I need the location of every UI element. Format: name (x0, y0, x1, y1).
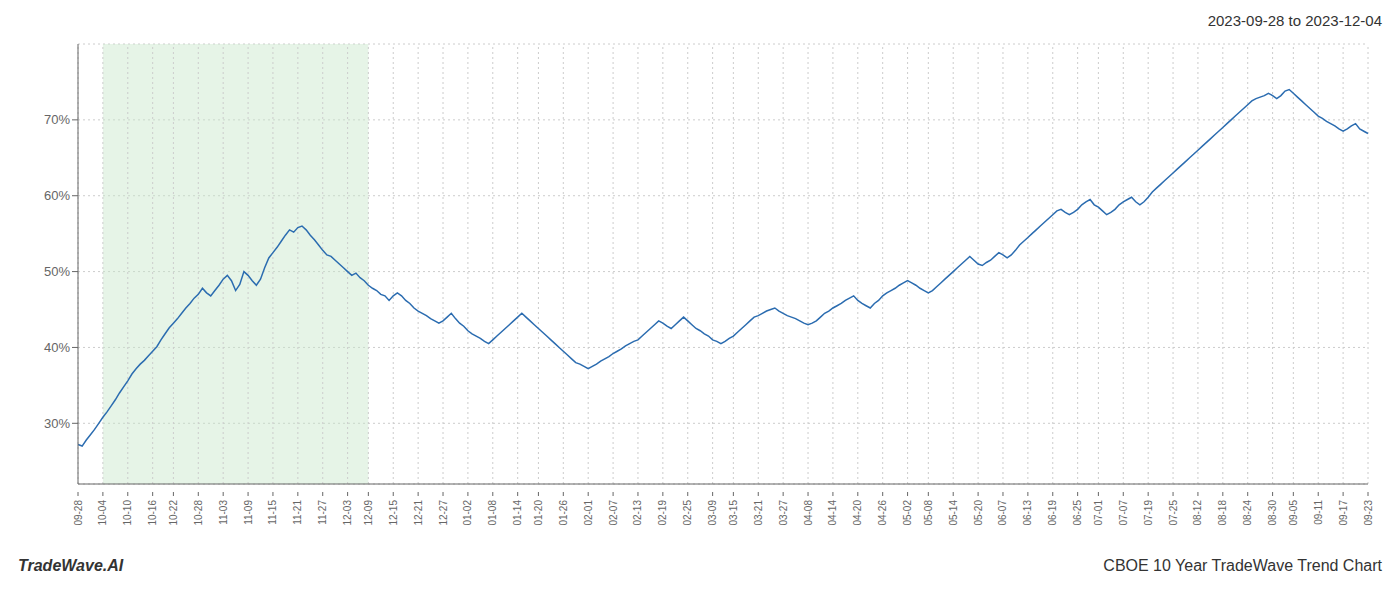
svg-text:70%: 70% (44, 112, 70, 127)
html-text:CBOE 10 Year TradeWave Trend C: CBOE 10 Year TradeWave Trend Chart (1103, 557, 1382, 574)
svg-text:01-08: 01-08 (487, 500, 498, 526)
svg-text:12-27: 12-27 (438, 500, 449, 526)
svg-text:08-24: 08-24 (1242, 500, 1253, 526)
svg-text:12-21: 12-21 (413, 500, 424, 526)
html-text:2023-09-28 to 2023-12-04: 2023-09-28 to 2023-12-04 (1207, 12, 1382, 29)
html-text:TradeWave.AI: TradeWave.AI (18, 557, 124, 574)
svg-text:05-14: 05-14 (948, 500, 959, 526)
svg-text:12-09: 12-09 (363, 500, 374, 526)
svg-text:03-21: 03-21 (753, 500, 764, 526)
svg-text:05-02: 05-02 (902, 500, 913, 526)
svg-text:05-20: 05-20 (973, 500, 984, 526)
svg-text:08-12: 08-12 (1192, 500, 1203, 526)
svg-text:06-13: 06-13 (1022, 500, 1033, 526)
svg-text:11-21: 11-21 (292, 500, 303, 525)
svg-text:07-01: 07-01 (1093, 500, 1104, 526)
svg-text:11-27: 11-27 (317, 500, 328, 525)
svg-text:03-15: 03-15 (728, 500, 739, 526)
svg-text:04-26: 04-26 (877, 500, 888, 526)
svg-text:09-11: 09-11 (1313, 500, 1324, 525)
svg-text:10-28: 10-28 (193, 500, 204, 526)
svg-text:06-19: 06-19 (1047, 500, 1058, 526)
svg-text:09-23: 09-23 (1363, 500, 1374, 526)
svg-text:07-07: 07-07 (1118, 500, 1129, 526)
svg-text:60%: 60% (44, 188, 70, 203)
svg-text:30%: 30% (44, 416, 70, 431)
svg-text:01-26: 01-26 (558, 500, 569, 526)
svg-text:03-27: 03-27 (778, 500, 789, 526)
svg-text:08-30: 08-30 (1267, 500, 1278, 526)
svg-text:04-20: 04-20 (852, 500, 863, 526)
svg-text:04-14: 04-14 (827, 500, 838, 526)
svg-text:05-08: 05-08 (923, 500, 934, 526)
svg-text:02-19: 02-19 (657, 500, 668, 526)
svg-text:07-25: 07-25 (1168, 500, 1179, 526)
svg-text:12-15: 12-15 (388, 500, 399, 526)
svg-text:09-17: 09-17 (1338, 500, 1349, 526)
svg-text:02-13: 02-13 (632, 500, 643, 526)
svg-text:07-19: 07-19 (1143, 500, 1154, 526)
svg-text:03-09: 03-09 (707, 500, 718, 526)
svg-text:11-15: 11-15 (267, 500, 278, 525)
svg-text:06-07: 06-07 (997, 500, 1008, 526)
svg-text:50%: 50% (44, 264, 70, 279)
svg-text:01-14: 01-14 (512, 500, 523, 526)
svg-text:10-04: 10-04 (97, 500, 108, 526)
svg-text:02-25: 02-25 (682, 500, 693, 526)
svg-text:10-16: 10-16 (147, 500, 158, 526)
svg-text:02-07: 02-07 (608, 500, 619, 526)
svg-text:10-22: 10-22 (168, 500, 179, 526)
svg-text:09-05: 09-05 (1288, 500, 1299, 526)
svg-text:12-03: 12-03 (342, 500, 353, 526)
svg-text:01-02: 01-02 (462, 500, 473, 526)
svg-text:04-08: 04-08 (803, 500, 814, 526)
svg-text:40%: 40% (44, 340, 70, 355)
svg-text:11-09: 11-09 (243, 500, 254, 525)
svg-text:11-03: 11-03 (218, 500, 229, 525)
svg-text:09-28: 09-28 (73, 500, 84, 526)
svg-text:08-18: 08-18 (1217, 500, 1228, 526)
svg-text:06-25: 06-25 (1072, 500, 1083, 526)
svg-text:01-20: 01-20 (533, 500, 544, 526)
svg-text:10-10: 10-10 (122, 500, 133, 526)
svg-text:02-01: 02-01 (583, 500, 594, 526)
